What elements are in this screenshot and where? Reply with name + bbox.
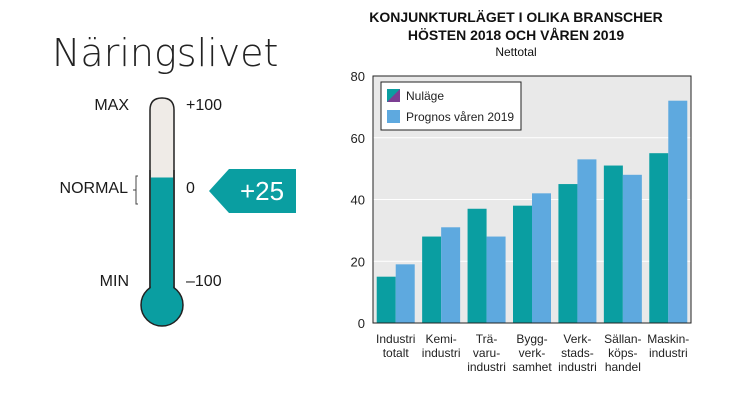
bar-nulage-3 xyxy=(513,205,532,323)
bar-prognos-0 xyxy=(395,264,415,323)
y-tick-label: 0 xyxy=(358,316,365,331)
thermometer-neck xyxy=(150,280,174,300)
bar-prognos-1 xyxy=(441,227,461,323)
category-label: Kemi-industri xyxy=(422,332,461,360)
normal-label: NORMAL xyxy=(60,180,129,197)
bar-nulage-2 xyxy=(467,208,487,323)
bar-prognos-4 xyxy=(577,159,597,323)
category-label-line: samhet xyxy=(512,360,552,374)
bar-prognos-5 xyxy=(622,174,642,323)
category-label: Bygg-verk-samhet xyxy=(512,332,552,374)
legend-label-nulage: Nuläge xyxy=(406,89,444,103)
legend-box xyxy=(380,81,522,131)
category-label-line: varu- xyxy=(473,346,500,360)
category-label-line: Sällan- xyxy=(604,332,641,346)
bar-nulage-0 xyxy=(376,276,396,323)
category-label: Maskin-industri xyxy=(647,332,689,360)
max-label: MAX xyxy=(94,97,129,114)
bar-nulage-1 xyxy=(422,236,442,323)
category-label: Sällan-köps-handel xyxy=(604,332,641,374)
bar-chart: KONJUNKTURLÄGET I OLIKA BRANSCHER HÖSTEN… xyxy=(351,9,692,374)
bar-prognos-6 xyxy=(668,100,688,323)
thermometer-gauge: Näringslivet MAX NORMAL MIN +100 0 –100 … xyxy=(52,31,296,327)
category-label-line: industri xyxy=(467,360,506,374)
bar-prognos-3 xyxy=(532,193,551,323)
y-tick-label: 60 xyxy=(351,131,365,146)
category-label-line: verk- xyxy=(519,346,546,360)
scale-mid: 0 xyxy=(186,180,195,197)
bar-nulage-6 xyxy=(649,153,669,323)
y-tick-label: 80 xyxy=(351,69,365,84)
legend-swatch-prognos xyxy=(387,110,400,123)
category-label-line: köps- xyxy=(608,346,637,360)
category-label-line: industri xyxy=(558,360,597,374)
y-tick-label: 40 xyxy=(351,193,365,208)
legend-label-prognos: Prognos våren 2019 xyxy=(406,110,514,124)
category-label: Industri totalt xyxy=(376,332,415,360)
normal-bracket xyxy=(133,175,138,205)
category-label-line: industri xyxy=(422,346,461,360)
category-label-line: totalt xyxy=(383,346,410,360)
bars xyxy=(376,100,688,323)
category-label-line: Kemi- xyxy=(425,332,456,346)
bar-nulage-4 xyxy=(558,184,578,323)
category-label-line: Verk- xyxy=(563,332,591,346)
chart-subtitle: Nettotal xyxy=(495,45,536,59)
gauge-title: Näringslivet xyxy=(52,31,278,75)
value-badge xyxy=(209,169,296,213)
category-label: Trä-varu-industri xyxy=(467,332,506,374)
min-label: MIN xyxy=(100,273,129,290)
bar-nulage-5 xyxy=(603,165,623,323)
category-label: Verk-stads-industri xyxy=(558,332,597,374)
plot-frame xyxy=(372,75,692,324)
category-label-line: handel xyxy=(605,360,641,374)
y-tick-label: 20 xyxy=(351,254,365,269)
category-label-line: Industri xyxy=(376,332,415,346)
chart-title-line-1: KONJUNKTURLÄGET I OLIKA BRANSCHER xyxy=(369,9,662,25)
legend: Nuläge Prognos våren 2019 xyxy=(380,81,522,131)
category-label-line: Bygg- xyxy=(516,332,547,346)
thermometer-fill xyxy=(150,177,174,305)
category-label-line: Maskin- xyxy=(647,332,689,346)
bar-prognos-2 xyxy=(486,236,506,323)
category-label-line: Trä- xyxy=(476,332,498,346)
value-label: +25 xyxy=(240,176,284,206)
legend-swatch-accent xyxy=(387,89,400,102)
category-label-line: stads- xyxy=(561,346,594,360)
y-axis-ticks: 0 20 40 60 80 xyxy=(351,69,365,331)
scale-min: –100 xyxy=(186,273,222,290)
scale-max: +100 xyxy=(186,97,222,114)
category-labels: Industri totaltKemi-industriTrä-varu-indu… xyxy=(376,332,689,374)
chart-title-line-2: HÖSTEN 2018 OCH VÅREN 2019 xyxy=(408,27,625,43)
category-label-line: industri xyxy=(649,346,688,360)
